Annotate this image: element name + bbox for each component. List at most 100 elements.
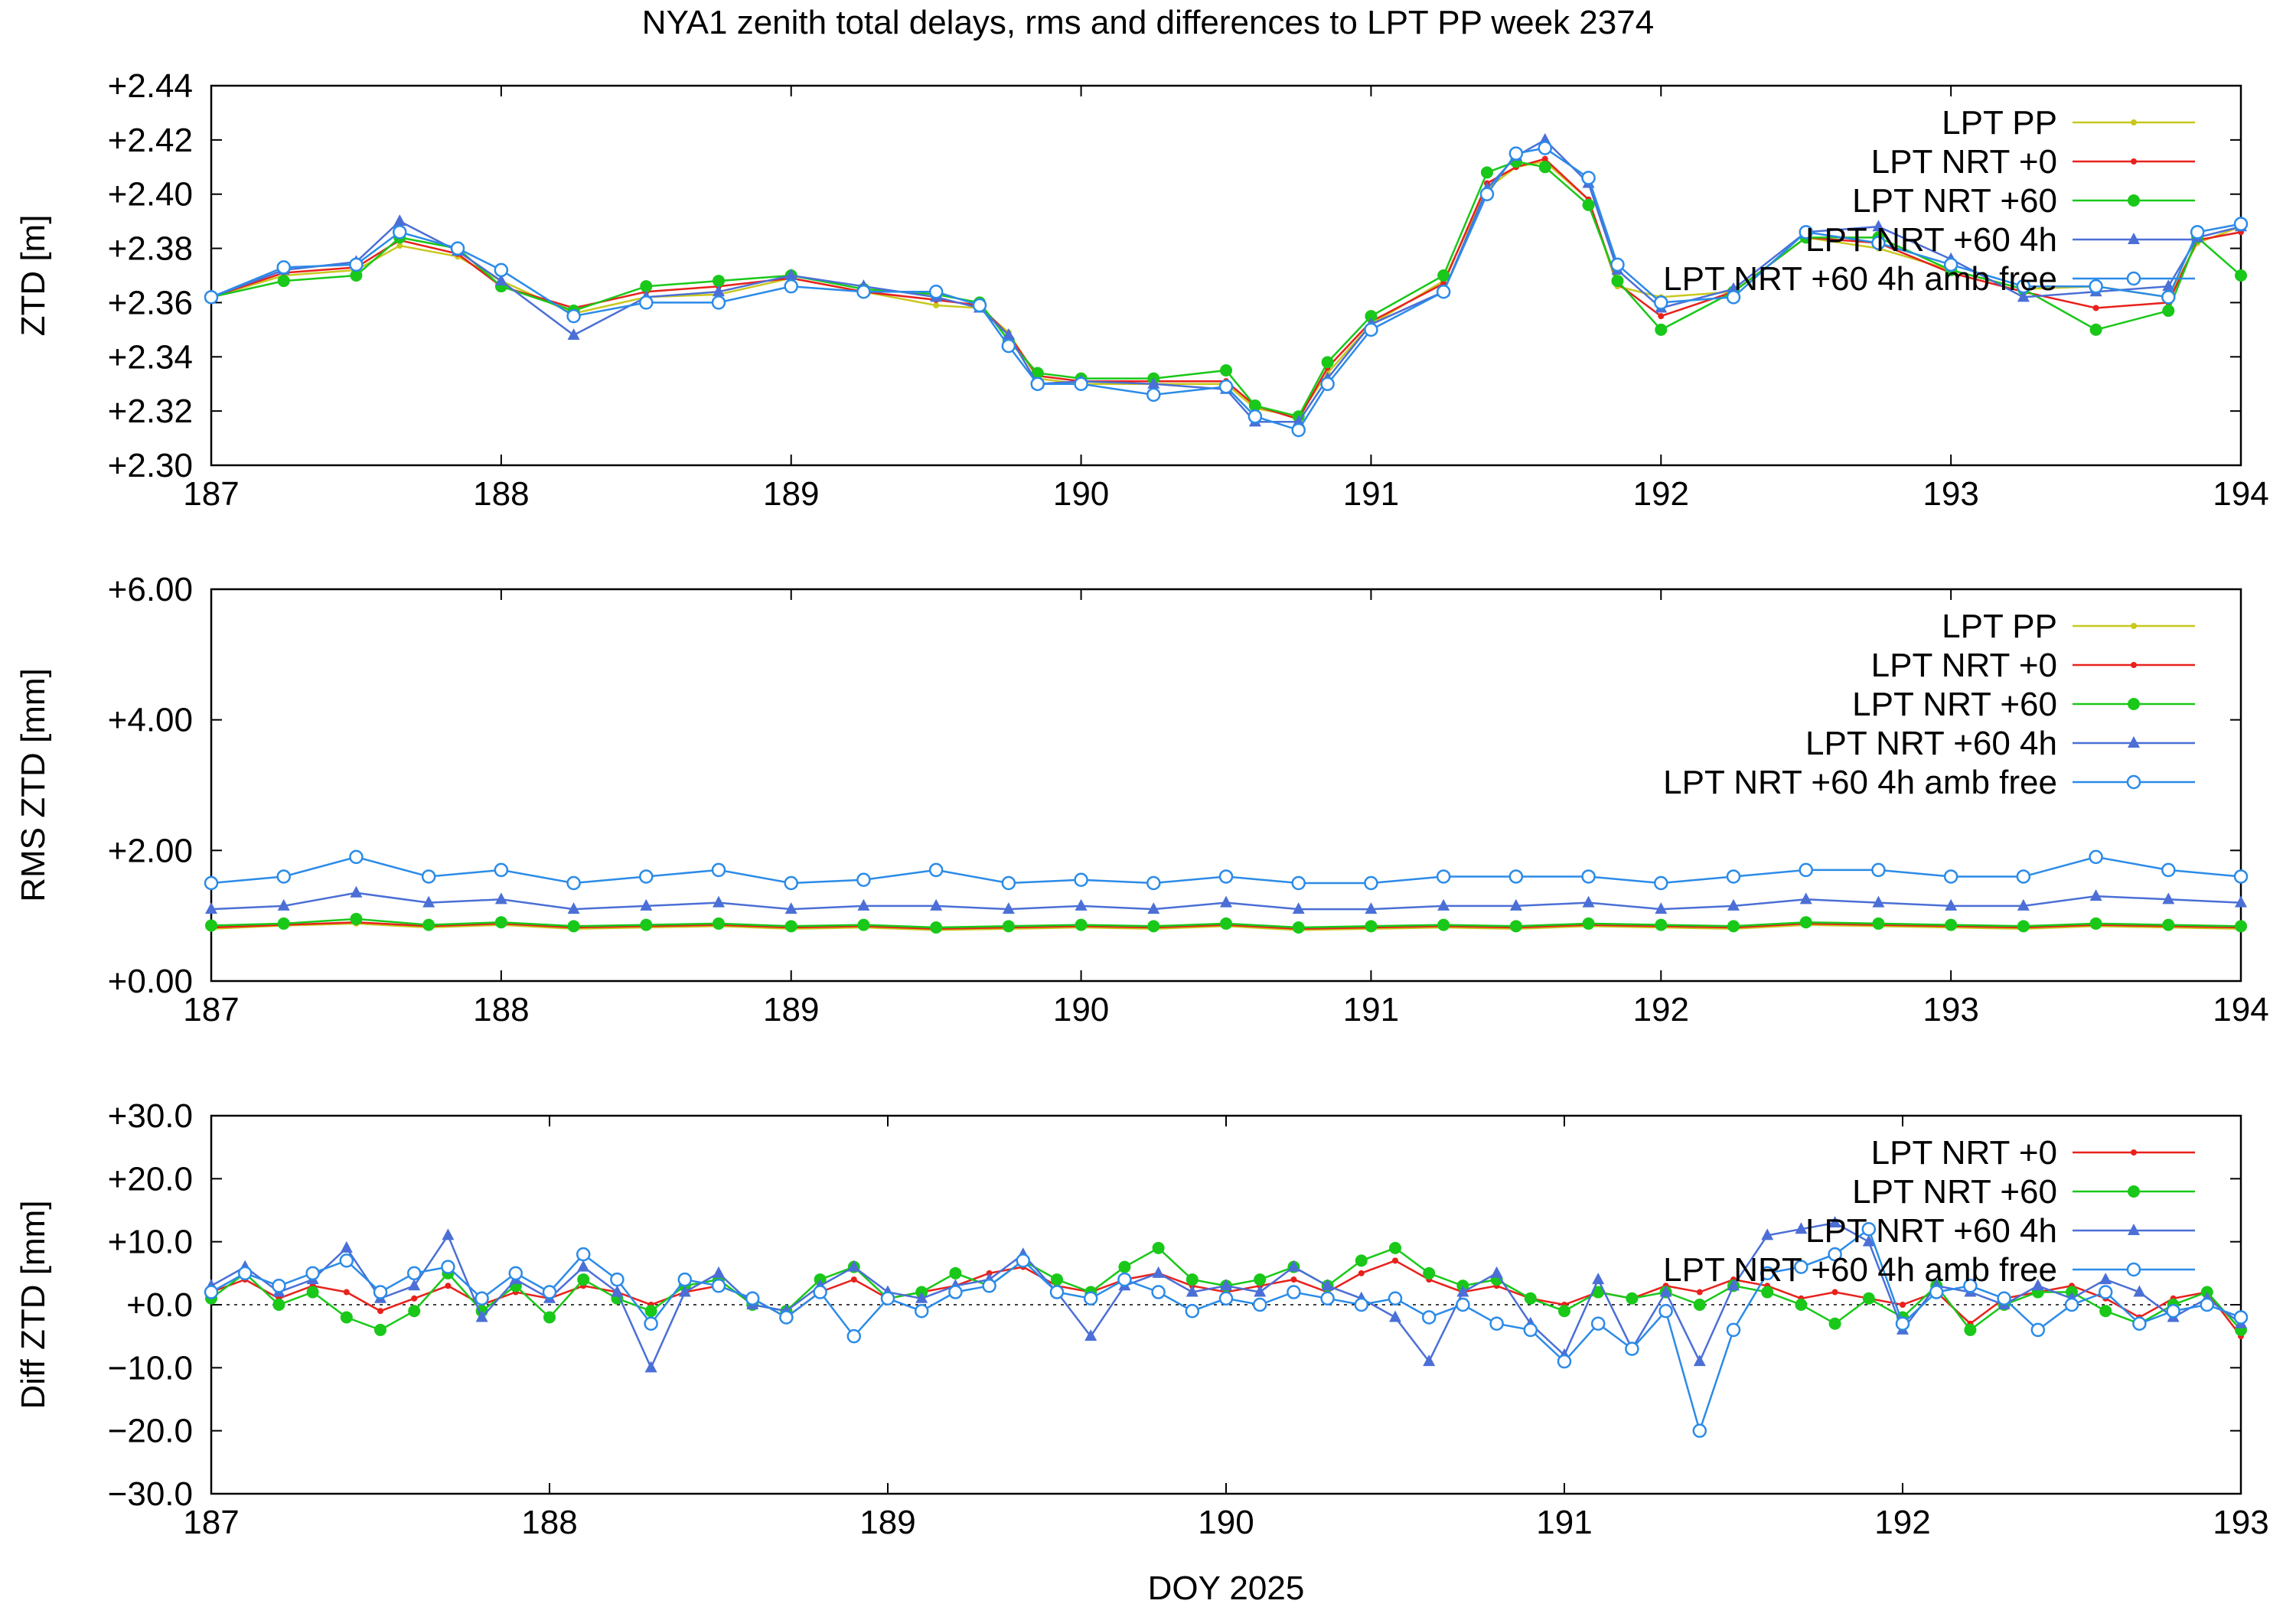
- y-tick-label: +2.42: [108, 122, 193, 159]
- data-point: [442, 1228, 455, 1240]
- data-point: [1218, 380, 1234, 394]
- data-point: [1900, 1302, 1906, 1308]
- data-point: [1727, 1279, 1740, 1291]
- x-tick-label: 193: [2213, 1504, 2268, 1541]
- data-point: [933, 302, 940, 308]
- data-point: [2133, 1285, 2146, 1297]
- y-axis-label: Diff ZTD [mm]: [15, 1201, 52, 1410]
- data-point: [2235, 920, 2247, 933]
- data-point: [1248, 399, 1261, 412]
- data-point: [1726, 1322, 1741, 1338]
- y-tick-label: +2.34: [108, 338, 193, 376]
- data-point: [1872, 895, 1885, 908]
- data-point: [2030, 1322, 2046, 1338]
- data-point: [2089, 323, 2102, 336]
- y-axis-label: ZTD [m]: [15, 215, 52, 337]
- data-point: [1437, 898, 1450, 911]
- data-point: [1002, 920, 1015, 933]
- legend-label: LPT PP: [1942, 608, 2057, 645]
- data-point: [857, 918, 870, 931]
- data-point: [205, 919, 217, 932]
- data-point: [846, 1328, 862, 1344]
- data-point: [393, 225, 407, 240]
- data-point: [1760, 1266, 1775, 1281]
- data-point: [566, 308, 581, 324]
- data-point: [1590, 1316, 1606, 1331]
- legend-swatch-marker: [2131, 158, 2137, 165]
- data-point: [1610, 257, 1625, 272]
- x-tick-label: 191: [1343, 475, 1399, 513]
- data-point: [1252, 1297, 1267, 1312]
- data-point: [1392, 1257, 1398, 1264]
- data-point: [1581, 869, 1596, 884]
- data-point: [340, 1311, 353, 1324]
- data-point: [1185, 1303, 1200, 1319]
- data-point: [948, 1285, 963, 1299]
- data-point: [2089, 917, 2102, 930]
- x-tick-label: 188: [473, 475, 529, 513]
- data-point: [677, 1272, 693, 1287]
- data-point: [813, 1285, 827, 1299]
- data-point: [2064, 1297, 2079, 1312]
- data-point: [1592, 1286, 1605, 1299]
- data-point: [349, 849, 364, 865]
- data-point: [1389, 1310, 1401, 1322]
- y-tick-label: +10.0: [108, 1224, 193, 1261]
- ztd-panel: 187 188 189 190 191 192 193 194 +2.30 +2.32 +2.34 +…: [15, 67, 2269, 513]
- data-point: [1220, 364, 1232, 376]
- data-point: [2162, 918, 2175, 931]
- legend-label: LPT NRT +60 4h amb free: [1663, 1251, 2057, 1289]
- legend-swatch-marker: [2128, 194, 2140, 207]
- data-point: [349, 257, 364, 272]
- data-point: [1862, 1234, 1875, 1247]
- data-point: [1321, 356, 1334, 369]
- data-point: [640, 898, 653, 911]
- data-point: [1480, 166, 1493, 179]
- data-point: [1151, 1285, 1166, 1299]
- data-point: [930, 898, 943, 911]
- series-lpt-nrt-60-4h-amb-free: [204, 849, 2249, 891]
- data-point: [350, 269, 363, 282]
- data-point: [237, 1266, 253, 1281]
- data-point: [204, 1285, 219, 1299]
- data-point: [1871, 236, 1886, 250]
- data-point: [1186, 1273, 1199, 1286]
- data-point: [713, 275, 725, 288]
- data-point: [1075, 898, 1088, 911]
- y-tick-label: −20.0: [108, 1413, 193, 1450]
- data-point: [1358, 1270, 1365, 1276]
- legend-swatch-marker: [2131, 119, 2137, 125]
- data-point: [1152, 1266, 1165, 1278]
- data-point: [1538, 141, 1552, 155]
- x-tick-label: 190: [1053, 991, 1109, 1028]
- data-point: [1943, 257, 1958, 272]
- y-tick-label: +2.32: [108, 393, 193, 430]
- x-tick-label: 191: [1343, 991, 1399, 1028]
- data-point: [1558, 1305, 1570, 1318]
- data-point: [411, 1295, 418, 1302]
- data-point: [1355, 1254, 1368, 1267]
- data-point: [711, 1279, 726, 1293]
- data-point: [640, 918, 653, 931]
- data-point: [1002, 902, 1015, 914]
- data-point: [272, 1279, 286, 1293]
- data-point: [1388, 1291, 1403, 1306]
- data-point: [577, 1260, 590, 1272]
- data-point: [340, 1240, 353, 1253]
- data-point: [450, 241, 465, 256]
- data-point: [1389, 1241, 1401, 1254]
- data-point: [1152, 1241, 1165, 1254]
- legend-label: LPT NRT +60 4h: [1805, 221, 2057, 259]
- data-point: [1799, 862, 1813, 878]
- data-point: [1582, 917, 1595, 930]
- legend-label: LPT NRT +60 4h amb free: [1663, 260, 2057, 298]
- data-point: [1287, 1260, 1300, 1272]
- data-point: [1625, 1341, 1639, 1356]
- data-point: [2132, 1316, 2147, 1331]
- data-point: [1655, 323, 1668, 336]
- data-point: [277, 275, 290, 288]
- data-point: [2089, 279, 2103, 294]
- legend-label: LPT NRT +60: [1852, 686, 2057, 723]
